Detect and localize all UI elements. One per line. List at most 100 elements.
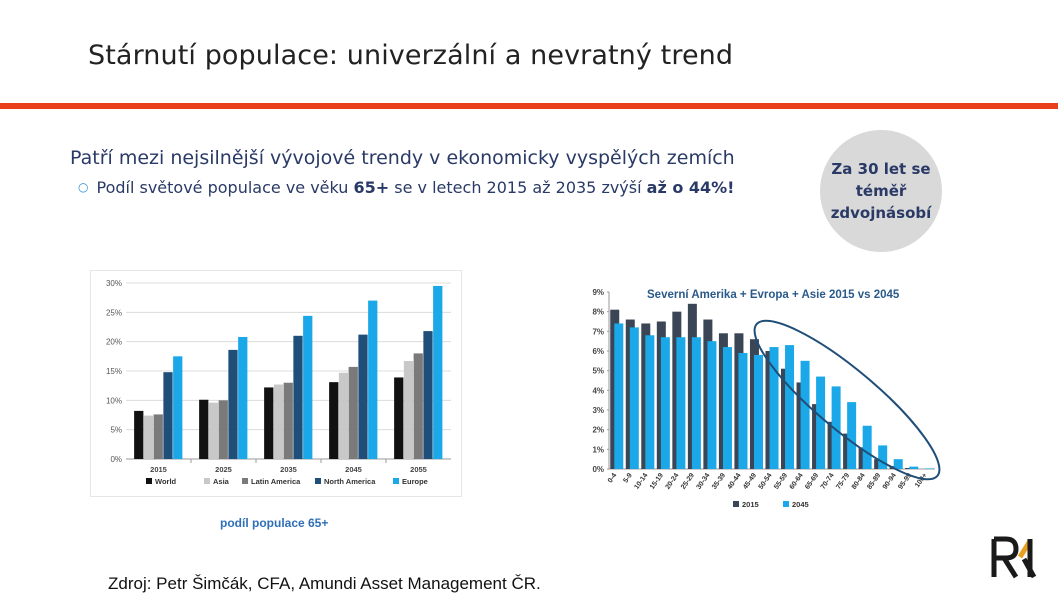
y-tick-label: 0% (110, 455, 122, 464)
bar (143, 415, 154, 459)
legend-label: Asia (213, 477, 230, 486)
legend-swatch (242, 478, 248, 484)
slide-title: Stárnutí populace: univerzální a nevratn… (88, 40, 734, 71)
right-bar-chart: Severní Amerika + Evropa + Asie 2015 vs … (592, 288, 941, 509)
bar (358, 334, 368, 459)
bar (163, 372, 173, 459)
bar (199, 399, 209, 459)
y-tick-label: 4% (592, 386, 604, 395)
legend-label: 2045 (792, 500, 809, 509)
bullet-text-pre: Podíl světové populace ve věku (96, 178, 354, 197)
bullet-text-mid: se v letech 2015 až 2035 zvýší (389, 178, 647, 197)
chart-title: Severní Amerika + Evropa + Asie 2015 vs … (647, 289, 900, 301)
bar (303, 315, 313, 459)
bar (153, 414, 163, 459)
y-tick-label: 5% (592, 367, 604, 376)
x-tick-label: 20-24 (664, 472, 680, 491)
x-tick-label: 85-89 (866, 472, 882, 491)
legend-swatch (733, 501, 739, 507)
rk-logo-icon (991, 536, 1037, 579)
x-tick-label: 10-14 (633, 472, 649, 491)
right-chart-frame: Severní Amerika + Evropa + Asie 2015 vs … (585, 280, 945, 520)
x-tick-label: 2025 (215, 465, 232, 474)
bar (348, 366, 358, 459)
bar (329, 382, 339, 459)
headline: Patří mezi nejsilnější vývojové trendy v… (70, 147, 735, 169)
bar (676, 337, 686, 469)
bar (785, 345, 795, 469)
bullet-icon: ○ (78, 180, 89, 194)
bar (208, 402, 219, 459)
bar (293, 335, 303, 459)
bar (660, 337, 670, 469)
y-tick-label: 5% (110, 426, 122, 435)
bar (909, 466, 919, 469)
x-tick-label: 100+ (914, 472, 929, 489)
bar (862, 425, 872, 469)
bar (264, 387, 274, 459)
legend-label: 2015 (742, 500, 759, 509)
bar (816, 376, 826, 469)
bar (753, 354, 763, 469)
bar (847, 402, 857, 469)
x-tick-label: 2045 (345, 465, 362, 474)
x-tick-label: 2055 (410, 465, 427, 474)
left-chart-frame: 0% 5% 10% 15% 20% 25% 30% 2015 2025 2035 2045 2055 W… (90, 270, 462, 497)
x-tick-label: 25-29 (680, 472, 696, 491)
bar (273, 384, 284, 459)
y-tick-label: 7% (592, 327, 604, 336)
y-tick-label: 6% (592, 347, 604, 356)
legend-swatch (146, 478, 152, 484)
x-tick-label: 15-19 (649, 472, 665, 491)
legend-label: North America (324, 477, 376, 486)
y-tick-label: 10% (106, 396, 122, 405)
y-tick-label: 9% (592, 288, 604, 297)
y-tick-label: 8% (592, 308, 604, 317)
bar (413, 353, 423, 459)
bar (218, 400, 228, 459)
bar (283, 382, 293, 459)
legend-swatch (393, 478, 399, 484)
bar (769, 347, 779, 469)
x-tick-label: 30-34 (696, 472, 712, 491)
x-tick-label: 55-59 (773, 472, 789, 491)
y-tick-label: 3% (592, 406, 604, 415)
x-tick-label: 60-64 (789, 472, 805, 491)
bar (173, 356, 183, 459)
y-tick-label: 1% (592, 445, 604, 454)
bar (722, 347, 732, 469)
bar (893, 459, 903, 469)
legend-label: Europe (402, 477, 428, 486)
bar (629, 327, 639, 469)
bar (800, 360, 810, 469)
legend-label: Latin America (251, 477, 301, 486)
left-bar-chart: 0% 5% 10% 15% 20% 25% 30% 2015 2025 2035 2045 2055 W… (106, 279, 451, 486)
bar (878, 445, 888, 469)
bar (423, 331, 433, 459)
x-tick-label: 65-69 (804, 472, 820, 491)
x-tick-label: 40-44 (727, 472, 743, 491)
bar (433, 285, 443, 459)
source-note: Zdroj: Petr Šimčák, CFA, Amundi Asset Ma… (108, 574, 541, 593)
left-chart-caption: podíl populace 65+ (220, 516, 329, 530)
bar (368, 300, 378, 459)
y-tick-label: 30% (106, 279, 122, 288)
x-tick-label: 90-94 (882, 472, 898, 491)
legend-label: World (155, 477, 177, 486)
bar (338, 372, 349, 459)
legend-swatch (315, 478, 321, 484)
bar (738, 352, 748, 469)
bar (614, 323, 624, 469)
bullet-point: ○ Podíl světové populace ve věku 65+ se v… (78, 178, 734, 197)
callout-circle: Za 30 let se téměř zdvojnásobí (820, 130, 942, 252)
y-tick-label: 2% (592, 426, 604, 435)
x-tick-label: 5-9 (622, 472, 634, 484)
legend-swatch (783, 501, 789, 507)
y-tick-label: 25% (106, 308, 122, 317)
callout-text: Za 30 let se téměř zdvojnásobí (830, 160, 932, 222)
bar (238, 336, 248, 459)
y-tick-label: 0% (592, 465, 604, 474)
y-tick-label: 15% (106, 367, 122, 376)
title-divider (0, 103, 1058, 109)
highlight-ellipse (753, 319, 941, 481)
